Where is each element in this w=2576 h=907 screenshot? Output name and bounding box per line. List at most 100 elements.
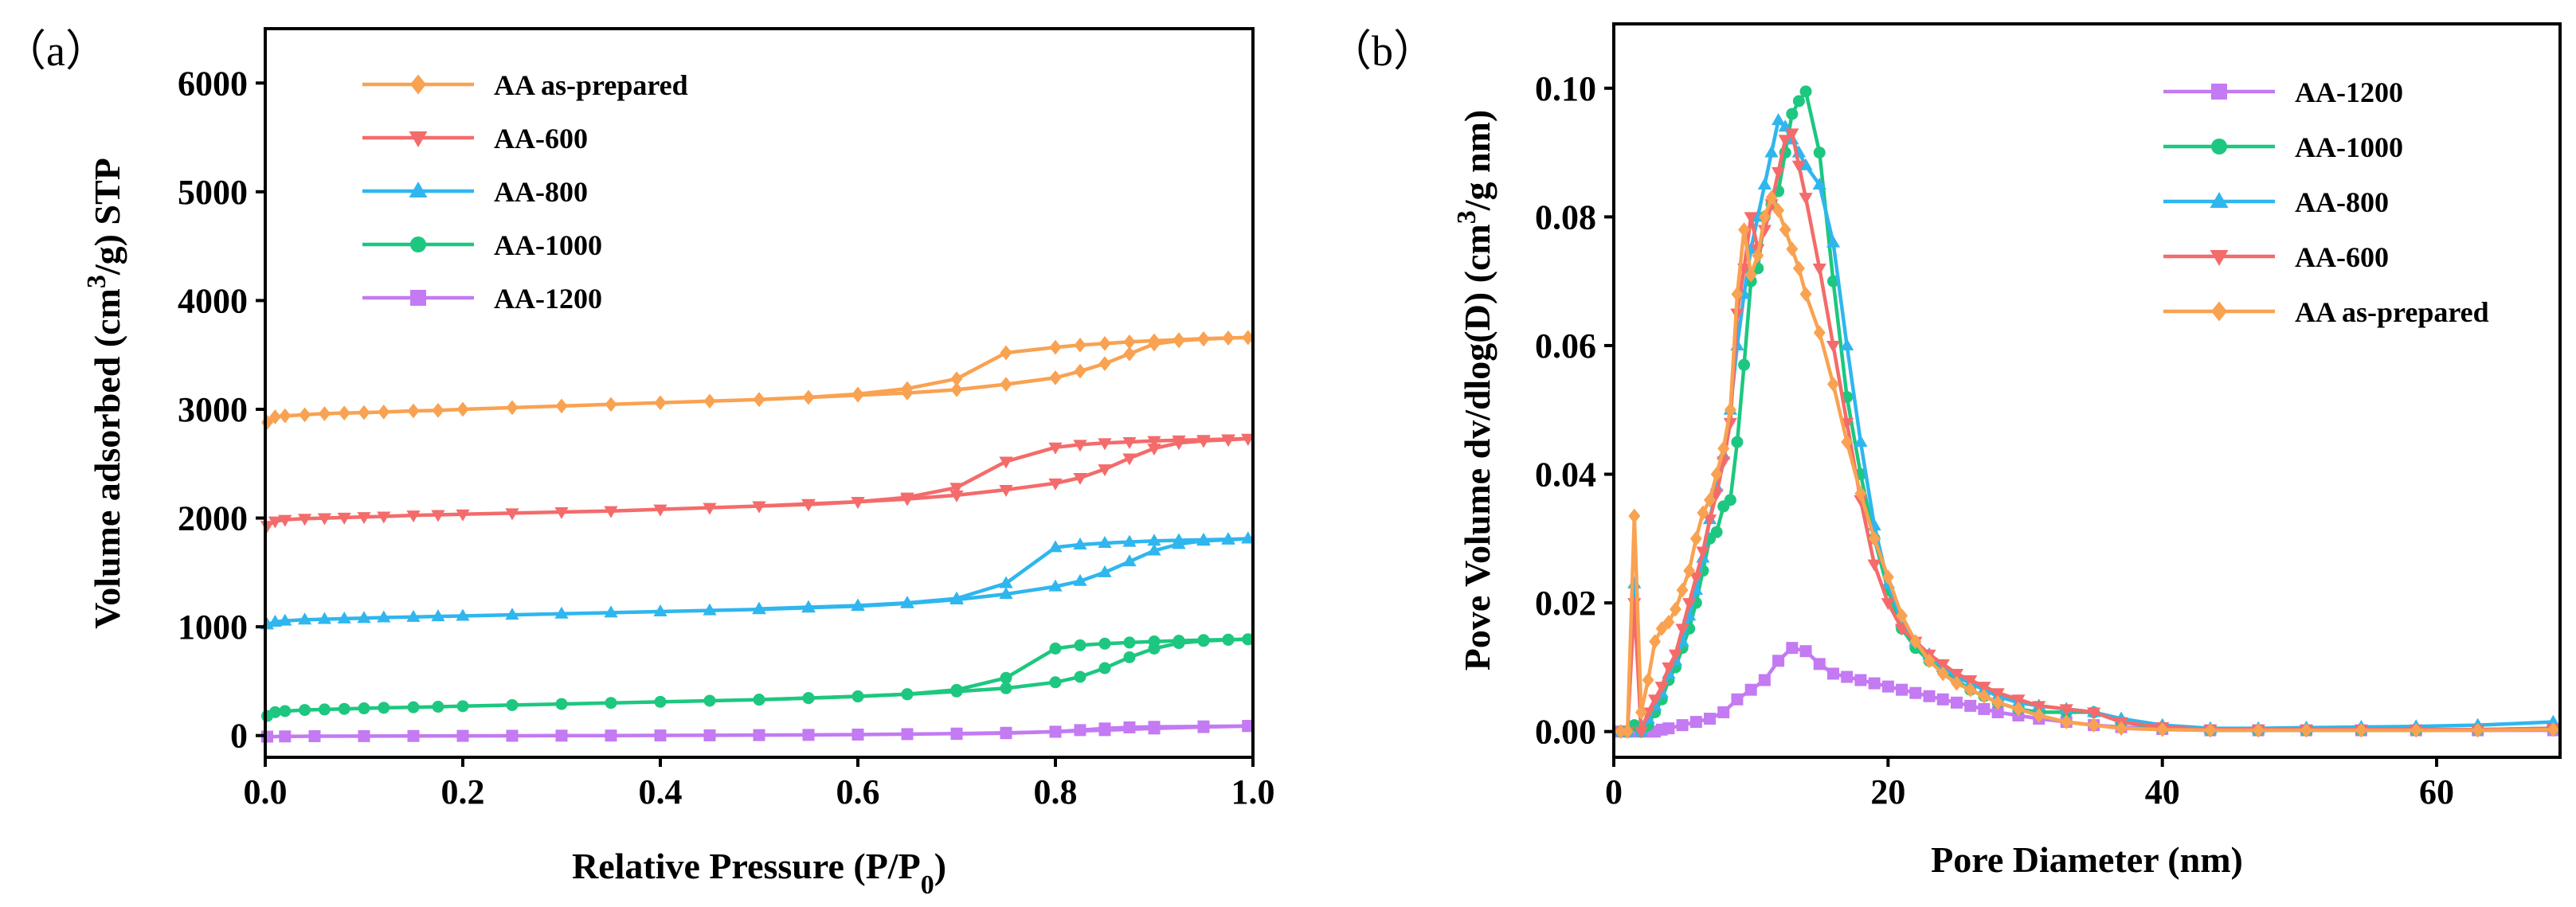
data-point [1074, 639, 1086, 651]
data-point [851, 690, 864, 703]
data-point [1710, 526, 1723, 538]
legend-a: AA as-prepared AA-600 AA-800 AA-1000 AA-1200 [362, 69, 688, 315]
data-point [1197, 634, 1210, 647]
data-point [801, 499, 816, 512]
data-point [1621, 724, 1634, 740]
data-point [1662, 722, 1675, 735]
data-point [1964, 682, 1977, 698]
y-tick-label: 0.00 [1535, 713, 1596, 752]
data-point [753, 392, 765, 408]
legend-label: AA-1200 [494, 283, 602, 315]
data-point [1881, 598, 1895, 611]
data-point [1896, 683, 1909, 696]
legend-marker [2210, 250, 2229, 266]
data-point [2355, 722, 2367, 738]
data-point [1758, 209, 1771, 225]
data-point [949, 483, 964, 495]
data-point [1222, 633, 1235, 646]
legend-label: AA-800 [2295, 186, 2389, 218]
data-point [318, 703, 331, 716]
data-point [1676, 582, 1689, 598]
y-tick-label: 1000 [178, 608, 248, 647]
data-point [1731, 693, 1744, 706]
data-point [950, 728, 963, 741]
series-aa-800 [1613, 113, 2561, 737]
y-tick-label: 0.06 [1535, 326, 1596, 366]
data-point [1738, 222, 1751, 237]
data-point [456, 401, 469, 417]
data-point [299, 704, 311, 717]
y-ticks-a: 0 1000 2000 3000 4000 5000 6000 [178, 64, 265, 756]
legend-label: AA-800 [494, 176, 588, 208]
data-point [1148, 721, 1161, 733]
data-point [1813, 147, 1826, 159]
data-point [1978, 702, 1991, 715]
data-point [431, 510, 445, 522]
data-point [1098, 662, 1111, 674]
data-point [268, 409, 281, 424]
data-point [1000, 671, 1012, 684]
data-point [1196, 532, 1211, 545]
data-point [1710, 467, 1723, 482]
data-point [1826, 235, 1841, 248]
isotherm-panel: （a） AA as-prepared AA-600 AA-800 AA-1000 AA-… [3, 27, 1275, 900]
data-point [1048, 540, 1063, 553]
data-point [1048, 579, 1063, 592]
data-point [2156, 721, 2169, 737]
series-line-curve [1620, 195, 2554, 733]
data-point [654, 395, 667, 411]
data-point [1744, 212, 1758, 225]
legend-marker [2211, 84, 2227, 100]
legend-marker [410, 290, 426, 306]
legend-marker [2210, 192, 2229, 208]
data-point [432, 402, 444, 418]
data-point [2086, 707, 2101, 720]
data-point [1697, 505, 1709, 521]
data-point [1717, 440, 1730, 456]
legend-marker [2211, 301, 2227, 322]
data-point [1048, 478, 1063, 491]
data-point [1173, 635, 1185, 647]
data-point [752, 601, 766, 614]
data-point [1049, 642, 1062, 655]
data-point [279, 408, 292, 424]
data-point [407, 701, 420, 713]
x-tick-label: 40 [2145, 772, 2180, 811]
data-point [1098, 335, 1111, 351]
series-line-desorption [758, 436, 1248, 508]
data-point [999, 576, 1013, 588]
data-point [308, 730, 321, 743]
data-point [338, 405, 350, 421]
data-point [949, 490, 964, 502]
data-point [1826, 340, 1841, 353]
data-point [949, 591, 964, 604]
data-point [1724, 494, 1736, 506]
data-point [1909, 634, 1922, 649]
legend-item: AA-1000 [2163, 131, 2403, 163]
data-point [950, 683, 963, 696]
data-point [2033, 708, 2046, 723]
legend-item: AA-600 [2163, 241, 2389, 273]
data-point [1738, 358, 1751, 371]
data-point [653, 604, 667, 616]
legend-item: AA as-prepared [2163, 296, 2489, 328]
x-tick-label: 0.2 [441, 772, 485, 811]
data-point [1799, 645, 1812, 658]
data-point [1662, 662, 1676, 674]
data-point [950, 371, 963, 387]
data-point [358, 405, 370, 420]
y-axis-title-a: Volume adsorbed (cm3/g) STP [82, 158, 128, 629]
x-tick-label: 0.6 [836, 772, 880, 811]
data-point [900, 492, 914, 505]
data-point [2472, 722, 2484, 738]
data-point [358, 702, 370, 715]
data-point [703, 729, 716, 741]
panel-label-a: （a） [3, 27, 108, 75]
legend-marker [410, 237, 426, 252]
legend-item: AA-800 [362, 176, 588, 208]
data-point [1702, 514, 1717, 527]
data-point [900, 596, 914, 608]
data-point [2059, 704, 2073, 717]
data-point [1048, 442, 1063, 455]
data-point [1123, 334, 1136, 350]
